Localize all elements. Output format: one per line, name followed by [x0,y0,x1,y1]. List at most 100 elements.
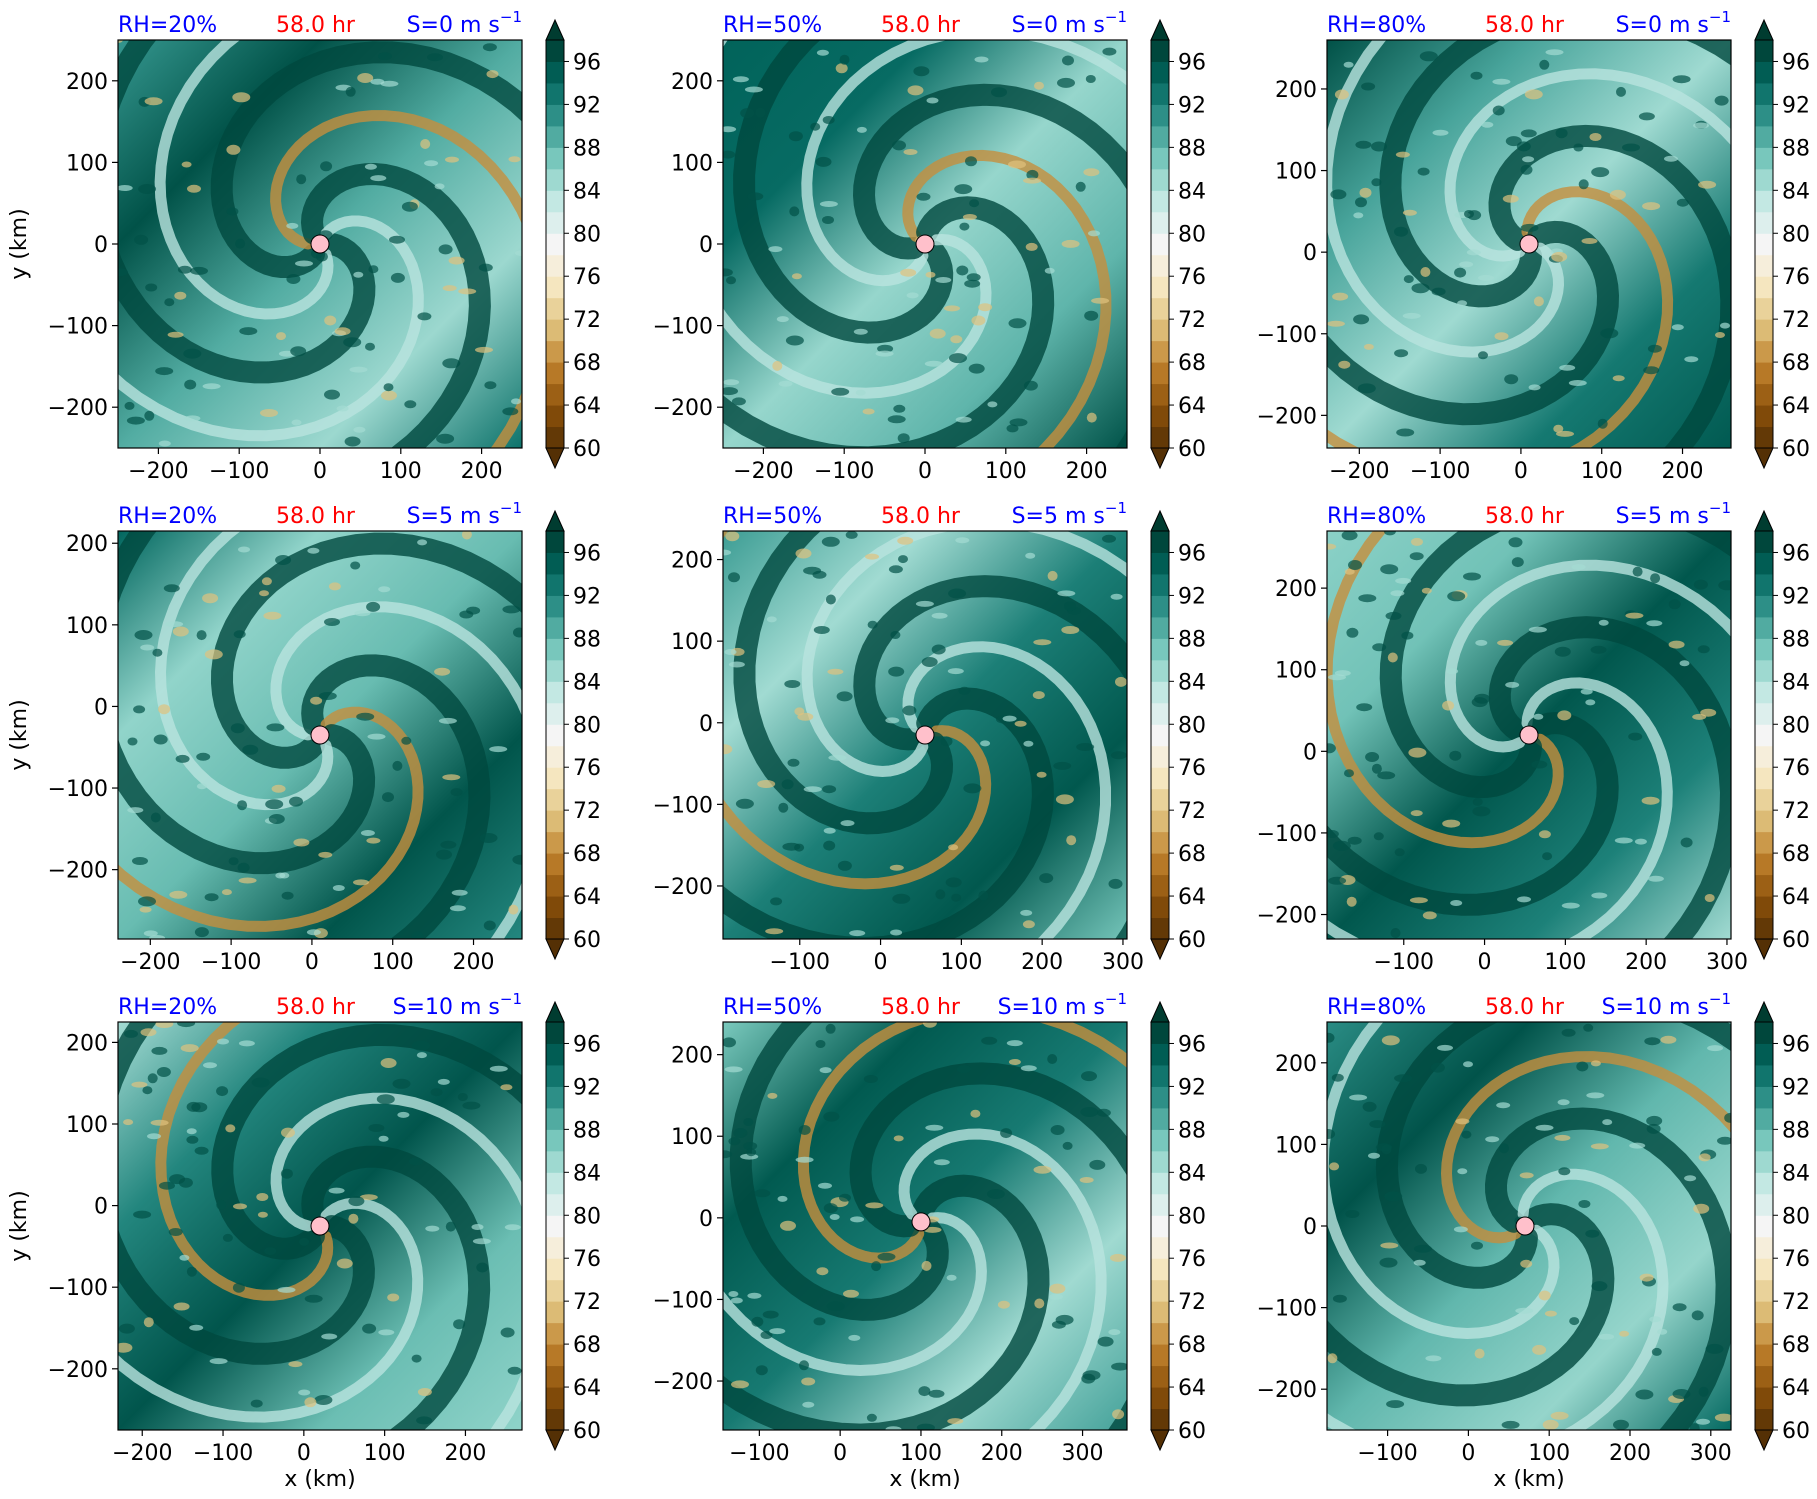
colorbar-tick-label: 76 [1782,756,1810,781]
y-tick-label: −100 [653,315,713,340]
texture-blob [364,163,377,170]
colorbar-segment [546,1279,564,1302]
shear-label-text: S=10 m s [1602,995,1709,1020]
texture-blob [417,539,428,546]
shear-label-exponent: −1 [1105,990,1127,1008]
colorbar-tick-label: 96 [1178,50,1206,75]
colorbar-segment [1755,383,1773,406]
y-tick-label: 200 [1275,78,1317,103]
colorbar-segment [1755,531,1773,553]
texture-blob [810,122,821,131]
texture-blob [142,1086,153,1095]
texture-blob [288,1361,303,1368]
texture-blob [145,283,158,292]
texture-blob [362,1323,377,1334]
spiral-band [301,654,491,939]
colorbar-tick-label: 92 [573,584,601,609]
colorbar-tick-label: 96 [573,50,601,75]
colorbar-segment [1755,745,1773,768]
texture-blob [1327,743,1336,754]
x-tick-label: −100 [1357,1441,1417,1466]
texture-blob [230,723,245,734]
texture-blob [1470,71,1483,80]
colorbar-segment [1755,297,1773,320]
colorbar-tick-label: 68 [1782,351,1810,376]
texture-blob [902,705,917,716]
texture-blob [1598,619,1609,626]
spiral-band [723,531,992,890]
texture-blob [1328,876,1347,885]
texture-blob [164,298,175,307]
texture-blob [353,426,366,433]
texture-blob [238,877,257,884]
texture-blob [1478,351,1488,360]
texture-blob [1380,564,1399,575]
texture-blob [1698,180,1717,189]
texture-blob [202,383,221,390]
texture-blob [795,548,812,559]
texture-blob [819,1067,832,1074]
storm-center-marker [1519,234,1539,254]
texture-blob [1371,763,1382,774]
texture-blob [1707,1045,1724,1052]
texture-blob [819,201,838,207]
texture-blob [184,415,201,422]
colorbar-segment [546,147,564,170]
texture-blob [837,860,852,871]
texture-blob [978,890,989,901]
texture-blob [784,680,801,688]
colorbar-segment [1755,788,1773,811]
texture-blob [354,610,371,617]
texture-blob [183,348,202,359]
texture-blob [1571,564,1586,570]
colorbar-tick-label: 84 [573,1161,601,1186]
texture-blob [184,379,197,390]
spiral-band [723,687,1054,939]
colorbar-segment [546,1193,564,1216]
texture-blob [1034,81,1044,90]
texture-blob [829,1214,840,1220]
texture-blob [863,1075,878,1083]
colorbar-segment [1151,405,1169,428]
texture-blob [250,1399,263,1408]
texture-blob [508,156,521,163]
texture-blob [216,1199,227,1210]
texture-blob [295,260,313,267]
texture-blob [802,1401,815,1408]
colorbar-tick-label: 60 [1178,928,1206,953]
texture-blob [926,97,939,104]
colorbar-segment [1151,233,1169,256]
x-tick-label: 300 [1690,1441,1732,1466]
texture-blob [1698,1386,1709,1397]
texture-blob [877,344,894,353]
texture-blob [186,1266,197,1277]
colorbar-segment [546,1172,564,1195]
texture-blob [353,271,364,278]
colorbar-extend-min [1754,447,1774,470]
y-tick-label: 0 [1303,1215,1317,1240]
texture-blob [1472,797,1483,806]
texture-blob [954,184,973,195]
texture-blob [1693,579,1708,590]
x-tick-label: 200 [981,1441,1023,1466]
time-label: 58.0 hr [881,995,961,1020]
texture-blob [483,920,496,931]
spiral-band [118,531,376,875]
texture-blob [1355,140,1372,149]
time-label: 58.0 hr [881,13,961,38]
texture-blob [1499,1143,1509,1154]
texture-blob [118,40,123,43]
texture-blob [1408,747,1427,758]
colorbar-tick-label: 88 [573,1118,601,1143]
x-tick-label: −200 [128,459,188,484]
x-tick-label: 100 [985,459,1027,484]
texture-blob [349,366,368,373]
x-tick-label: 100 [1528,1441,1570,1466]
texture-blob [1057,590,1076,597]
rh-label: RH=80% [1327,504,1426,529]
shear-label: S=10 m s−1 [998,990,1127,1020]
colorbar-segment [1755,573,1773,596]
colorbar-segment [1151,853,1169,876]
colorbar-segment [1755,681,1773,704]
texture-blob [1583,1023,1594,1032]
